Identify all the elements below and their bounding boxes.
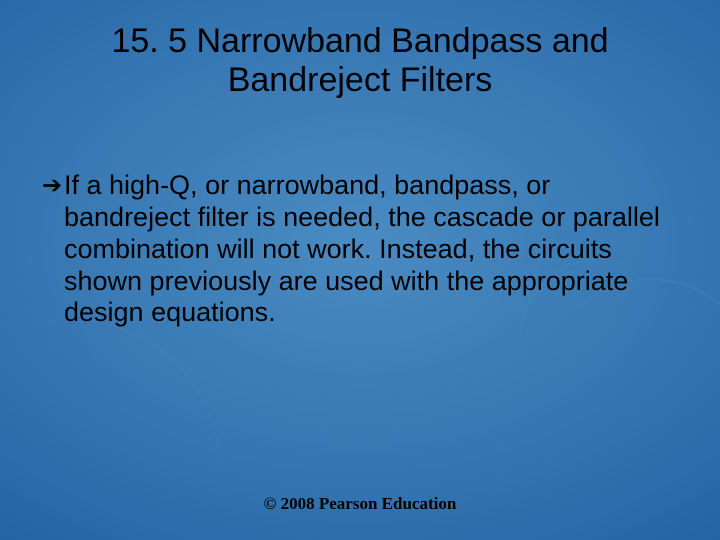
slide: 15. 5 Narrowband Bandpass and Bandreject… bbox=[0, 0, 720, 540]
title-line-1: 15. 5 Narrowband Bandpass and bbox=[111, 22, 608, 60]
bullet-arrow-icon: ➔ bbox=[42, 170, 64, 201]
bullet-text: If a high-Q, or narrowband, bandpass, or… bbox=[64, 170, 678, 329]
bullet-item: ➔ If a high-Q, or narrowband, bandpass, … bbox=[42, 170, 678, 329]
slide-body: ➔ If a high-Q, or narrowband, bandpass, … bbox=[42, 170, 678, 329]
title-line-2: Bandreject Filters bbox=[228, 61, 493, 99]
slide-title: 15. 5 Narrowband Bandpass and Bandreject… bbox=[0, 22, 720, 100]
copyright-footer: © 2008 Pearson Education bbox=[0, 494, 720, 514]
